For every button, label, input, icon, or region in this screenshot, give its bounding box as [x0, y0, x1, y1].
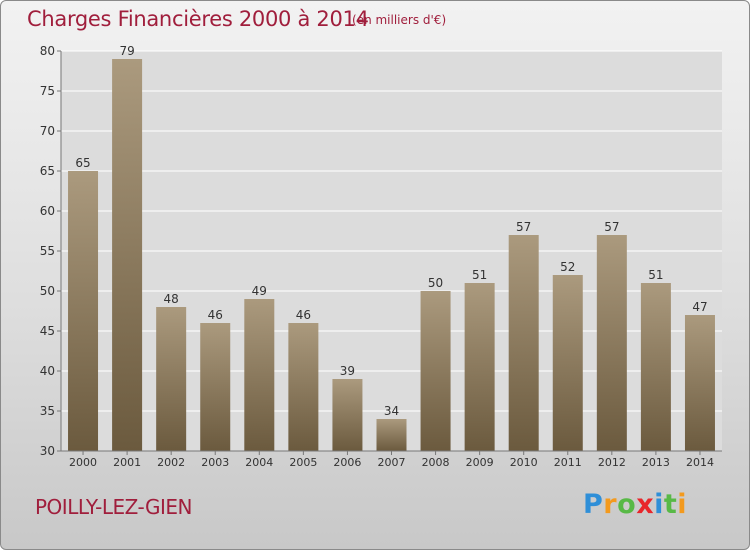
data-label: 46	[208, 308, 223, 322]
bar	[288, 323, 319, 451]
data-label: 48	[164, 292, 179, 306]
y-tick-label: 35	[40, 404, 55, 418]
x-tick-label: 2005	[289, 456, 317, 469]
bar	[156, 307, 187, 451]
y-tick-label: 45	[40, 324, 55, 338]
y-tick-label: 55	[40, 244, 55, 258]
logo-letter: P	[583, 489, 604, 520]
y-tick-label: 40	[40, 364, 55, 378]
x-tick-label: 2001	[113, 456, 141, 469]
data-label: 51	[648, 268, 663, 282]
logo-letter: i	[677, 489, 688, 520]
y-tick-label: 65	[40, 164, 55, 178]
logo-letter: r	[603, 489, 618, 520]
bar	[112, 59, 143, 451]
data-label: 79	[119, 44, 134, 58]
proxiti-logo: Proxiti	[583, 489, 687, 520]
x-tick-label: 2011	[554, 456, 582, 469]
x-tick-label: 2014	[686, 456, 714, 469]
x-tick-label: 2012	[598, 456, 626, 469]
data-label: 49	[252, 284, 267, 298]
bar	[552, 275, 583, 451]
data-label: 34	[384, 404, 399, 418]
y-tick-label: 60	[40, 204, 55, 218]
data-label: 47	[692, 300, 707, 314]
data-label: 52	[560, 260, 575, 274]
logo-letter: i	[654, 489, 664, 520]
x-tick-label: 2009	[466, 456, 494, 469]
y-tick-label: 80	[40, 44, 55, 58]
y-tick-label: 50	[40, 284, 55, 298]
location-name: POILLY-LEZ-GIEN	[35, 495, 192, 519]
bar	[508, 235, 539, 451]
x-tick-label: 2003	[201, 456, 229, 469]
bar	[596, 235, 627, 451]
x-tick-label: 2004	[245, 456, 273, 469]
bar	[244, 299, 275, 451]
chart-subtitle: (en milliers d'€)	[352, 13, 447, 27]
chart-title: Charges Financières 2000 à 2014	[27, 7, 369, 31]
data-label: 51	[472, 268, 487, 282]
x-tick-label: 2010	[510, 456, 538, 469]
logo-letter: x	[636, 489, 655, 520]
data-label: 57	[604, 220, 619, 234]
data-label: 50	[428, 276, 443, 290]
logo-letter: t	[663, 489, 678, 520]
bar	[332, 379, 363, 451]
data-label: 57	[516, 220, 531, 234]
bar	[376, 419, 407, 451]
bar	[684, 315, 715, 451]
data-label: 65	[75, 156, 90, 170]
bar	[200, 323, 231, 451]
x-tick-label: 2002	[157, 456, 185, 469]
bar	[640, 283, 671, 451]
bar	[68, 171, 99, 451]
data-label: 39	[340, 364, 355, 378]
x-tick-label: 2013	[642, 456, 670, 469]
x-tick-label: 2007	[378, 456, 406, 469]
y-tick-label: 30	[40, 444, 55, 458]
x-tick-label: 2000	[69, 456, 97, 469]
logo-letter: o	[617, 489, 637, 520]
bar	[420, 291, 451, 451]
x-tick-label: 2006	[333, 456, 361, 469]
data-label: 46	[296, 308, 311, 322]
y-tick-label: 70	[40, 124, 55, 138]
bar	[464, 283, 495, 451]
x-tick-label: 2008	[422, 456, 450, 469]
y-tick-label: 75	[40, 84, 55, 98]
